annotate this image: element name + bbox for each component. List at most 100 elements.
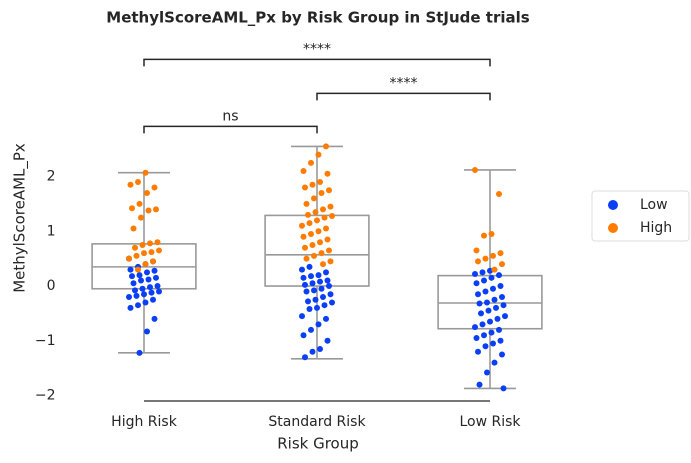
point <box>302 184 308 191</box>
point <box>138 214 144 221</box>
point <box>144 328 150 335</box>
point <box>324 337 331 344</box>
point <box>473 280 480 287</box>
point <box>141 250 147 257</box>
point <box>320 261 326 268</box>
point <box>312 209 319 216</box>
point <box>127 266 134 273</box>
y-tick-label: −2 <box>35 388 56 404</box>
point <box>482 343 489 350</box>
point <box>150 258 156 265</box>
point <box>478 310 484 317</box>
point <box>311 287 317 294</box>
point <box>303 255 310 262</box>
point <box>324 170 331 177</box>
point <box>154 239 161 246</box>
point <box>150 296 156 303</box>
point <box>317 239 323 246</box>
point <box>484 299 490 306</box>
point <box>156 288 162 295</box>
point <box>129 205 135 212</box>
point <box>497 337 504 344</box>
point <box>326 247 332 254</box>
point <box>327 291 334 298</box>
point <box>327 258 334 265</box>
point <box>315 151 322 158</box>
point <box>496 191 502 198</box>
point <box>302 354 308 361</box>
point <box>129 273 135 280</box>
y-axis-label: MethylScoreAML_Px <box>11 143 30 293</box>
point <box>312 296 319 303</box>
point <box>309 348 316 355</box>
point <box>302 281 308 288</box>
x-tick-label: Standard Risk <box>268 414 366 430</box>
point <box>494 315 501 322</box>
point <box>502 313 508 320</box>
point <box>329 212 335 219</box>
point <box>300 233 307 240</box>
point <box>496 326 502 333</box>
point <box>496 272 502 279</box>
point <box>329 299 335 306</box>
point <box>320 293 326 300</box>
significance-label: ns <box>222 108 238 124</box>
point <box>305 298 311 305</box>
point <box>487 318 493 325</box>
point <box>133 252 140 259</box>
point <box>487 267 493 274</box>
point <box>300 332 307 339</box>
point <box>136 200 143 207</box>
significance-bracket <box>143 125 318 134</box>
point <box>153 274 159 281</box>
point <box>147 284 153 291</box>
point <box>321 302 328 309</box>
point <box>136 349 143 356</box>
point <box>491 359 498 366</box>
point <box>499 261 505 268</box>
point <box>488 274 495 281</box>
point <box>315 228 322 235</box>
point <box>481 332 487 339</box>
point <box>148 289 155 296</box>
point <box>126 255 132 262</box>
point <box>132 287 138 294</box>
point <box>308 326 314 333</box>
y-tick-label: −1 <box>35 333 56 349</box>
point <box>491 296 498 303</box>
point <box>482 288 489 295</box>
point <box>126 293 132 300</box>
box <box>264 214 370 287</box>
point <box>303 200 310 207</box>
point <box>138 277 144 284</box>
point <box>500 302 507 309</box>
point <box>475 348 481 355</box>
point <box>308 231 314 238</box>
point <box>144 189 150 196</box>
point <box>300 274 307 281</box>
point <box>317 278 323 285</box>
point <box>485 307 492 314</box>
point <box>127 181 134 188</box>
point <box>318 250 325 257</box>
point <box>475 258 481 265</box>
point <box>315 321 322 328</box>
point <box>473 335 480 342</box>
significance-label: **** <box>390 75 418 91</box>
point <box>476 381 483 388</box>
point <box>305 211 311 218</box>
point <box>139 285 146 292</box>
point <box>299 222 305 229</box>
point <box>497 250 504 257</box>
point <box>302 244 308 251</box>
point <box>306 306 313 313</box>
point <box>493 304 499 311</box>
point <box>309 280 316 287</box>
point <box>136 272 143 279</box>
point <box>308 159 314 166</box>
point <box>499 351 505 358</box>
point <box>133 292 140 299</box>
legend-marker <box>608 223 618 233</box>
legend-marker <box>608 200 618 210</box>
